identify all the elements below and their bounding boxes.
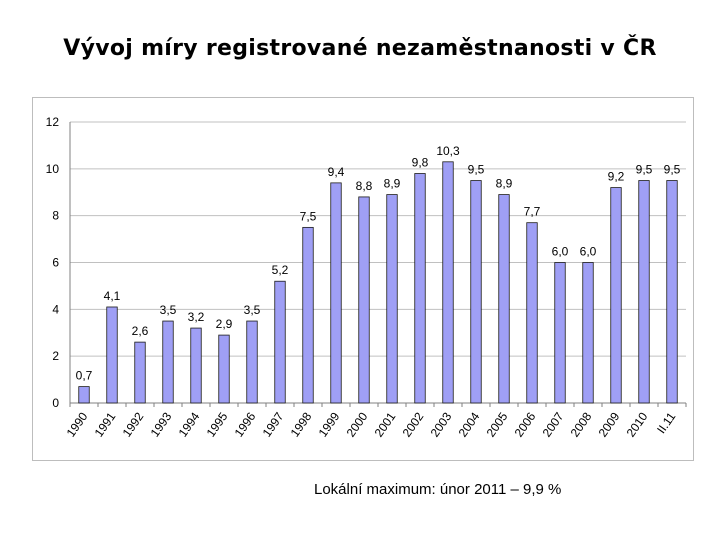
data-label-2004: 9,5	[468, 163, 485, 177]
bar-1991	[106, 306, 118, 404]
bar-2008	[582, 262, 594, 404]
data-label-2001: 8,9	[384, 177, 401, 191]
y-tick-label-2: 2	[52, 349, 59, 363]
x-tick-label-2003: 2003	[428, 409, 455, 439]
bar-2001	[386, 194, 398, 404]
x-tick-label-2010: 2010	[624, 409, 651, 439]
x-tick-label-1992: 1992	[120, 409, 147, 439]
data-label-1994: 3,2	[188, 310, 205, 324]
x-tick-label-2007: 2007	[540, 409, 567, 439]
x-tick-label-2008: 2008	[568, 409, 595, 439]
y-tick-label-0: 0	[52, 396, 59, 410]
y-tick-label-12: 12	[46, 115, 60, 129]
x-tick-label-1991: 1991	[92, 409, 119, 439]
x-tick-label-1996: 1996	[232, 409, 259, 439]
y-tick-label-10: 10	[46, 162, 60, 176]
x-tick-label-1994: 1994	[176, 409, 203, 439]
bar-1995	[218, 334, 230, 404]
bar-II.11	[666, 180, 678, 404]
x-tick-label-1995: 1995	[204, 409, 231, 439]
data-label-1999: 9,4	[328, 165, 345, 179]
bar-2007	[554, 262, 566, 404]
data-label-2003: 10,3	[436, 144, 460, 158]
data-label-2006: 7,7	[524, 205, 541, 219]
bar-2003	[442, 161, 454, 404]
x-tick-label-2002: 2002	[400, 409, 427, 439]
bar-1996	[246, 320, 258, 404]
bar-1993	[162, 320, 174, 404]
x-tick-label-1993: 1993	[148, 409, 175, 439]
bar-1992	[134, 341, 146, 404]
bar-2000	[358, 196, 370, 404]
y-tick-label-4: 4	[52, 302, 59, 316]
y-tick-label-8: 8	[52, 209, 59, 223]
data-label-1996: 3,5	[244, 303, 261, 317]
x-tick-label-2001: 2001	[372, 409, 399, 439]
x-tick-label-1999: 1999	[316, 409, 343, 439]
x-tick-label-2005: 2005	[484, 409, 511, 439]
data-label-2009: 9,2	[608, 170, 625, 184]
data-label-II.11: 9,5	[664, 163, 681, 177]
x-tick-label-2009: 2009	[596, 409, 623, 439]
data-label-1997: 5,2	[272, 263, 289, 277]
chart-title: Vývoj míry registrované nezaměstnanosti …	[63, 36, 657, 61]
y-tick-label-6: 6	[52, 256, 59, 270]
x-tick-label-2006: 2006	[512, 409, 539, 439]
data-label-2008: 6,0	[580, 245, 597, 259]
x-tick-label-1990: 1990	[64, 409, 91, 439]
bar-1999	[330, 182, 342, 404]
data-label-2002: 9,8	[412, 156, 429, 170]
bar-1997	[274, 280, 286, 404]
data-label-1990: 0,7	[76, 369, 93, 383]
bar-2010	[638, 180, 650, 404]
bar-2009	[610, 187, 622, 404]
data-label-2010: 9,5	[636, 163, 653, 177]
bar-1990	[78, 386, 90, 404]
data-label-2000: 8,8	[356, 179, 373, 193]
bar-2006	[526, 222, 538, 404]
data-label-1991: 4,1	[104, 289, 121, 303]
bar-2004	[470, 180, 482, 404]
data-label-1998: 7,5	[300, 209, 317, 223]
x-tick-label-1997: 1997	[260, 409, 287, 439]
x-tick-label-2004: 2004	[456, 409, 483, 439]
x-tick-label-2000: 2000	[344, 409, 371, 439]
x-tick-label-1998: 1998	[288, 409, 315, 439]
data-label-1993: 3,5	[160, 303, 177, 317]
data-label-1995: 2,9	[216, 317, 233, 331]
bar-1994	[190, 327, 202, 404]
data-label-2005: 8,9	[496, 177, 513, 191]
bar-2005	[498, 194, 510, 404]
local-maximum-caption: Lokální maximum: únor 2011 – 9,9 %	[314, 481, 562, 498]
bar-1998	[302, 226, 314, 404]
data-label-1992: 2,6	[132, 324, 149, 338]
x-tick-label-II.11: II.11	[654, 409, 679, 436]
bar-2002	[414, 173, 426, 404]
data-label-2007: 6,0	[552, 245, 569, 259]
